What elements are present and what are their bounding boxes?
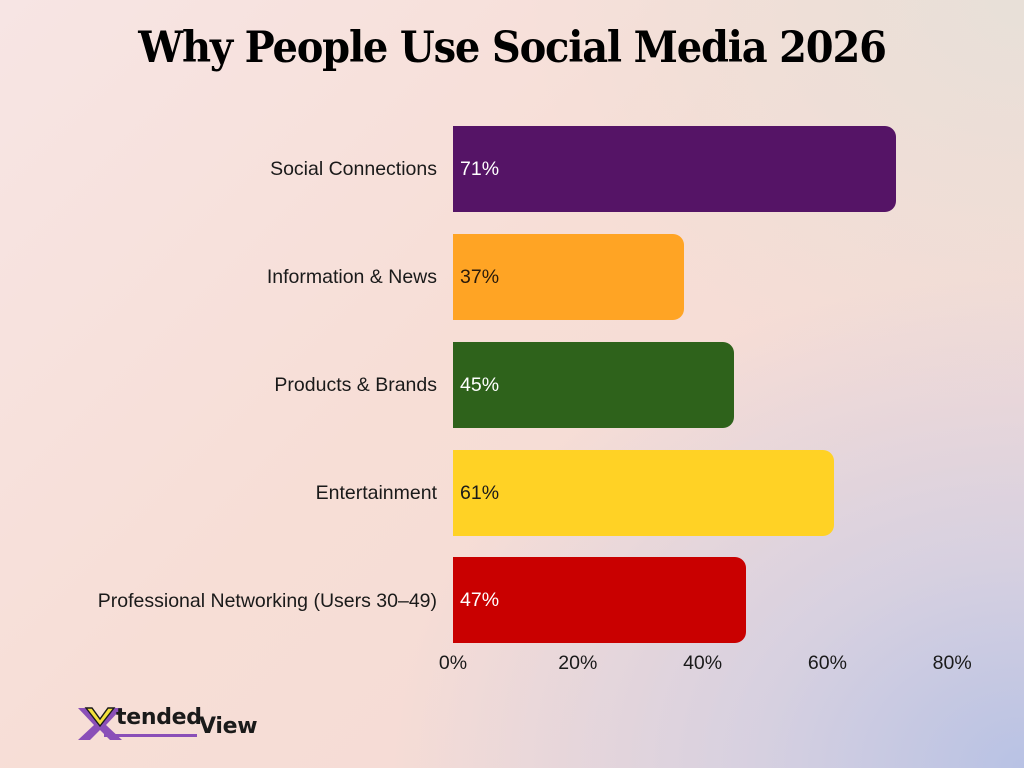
x-axis-tick: 20% [558,652,598,674]
logo-text-tended: tended [116,705,202,730]
bar-value-label: 45% [460,374,500,396]
category-label: Social Connections [270,158,437,180]
bar-entertainment: 61% [453,450,834,536]
bar-value-label: 71% [460,158,500,180]
chart-title: Why People Use Social Media 2026 [138,22,887,73]
bar-social-connections: 71% [453,126,897,212]
xtendedview-logo: tended View [76,704,276,744]
bar-information-news: 37% [453,234,684,320]
bar-value-label: 61% [460,482,500,504]
category-label: Products & Brands [274,374,437,396]
x-logo-icon [78,707,122,740]
bar-value-label: 37% [460,266,500,288]
bar-professional-networking: 47% [453,557,747,643]
category-label: Professional Networking (Users 30–49) [97,590,437,612]
logo-underline [104,734,197,737]
category-label: Information & News [266,266,437,288]
x-axis-tick: 0% [438,652,468,674]
x-axis-tick: 40% [683,652,723,674]
x-axis-tick: 60% [807,652,847,674]
x-axis-tick: 80% [932,652,972,674]
category-label: Entertainment [315,482,437,504]
bar-products-brands: 45% [453,342,734,428]
bar-value-label: 47% [460,589,500,611]
logo-text-view: View [199,714,258,739]
